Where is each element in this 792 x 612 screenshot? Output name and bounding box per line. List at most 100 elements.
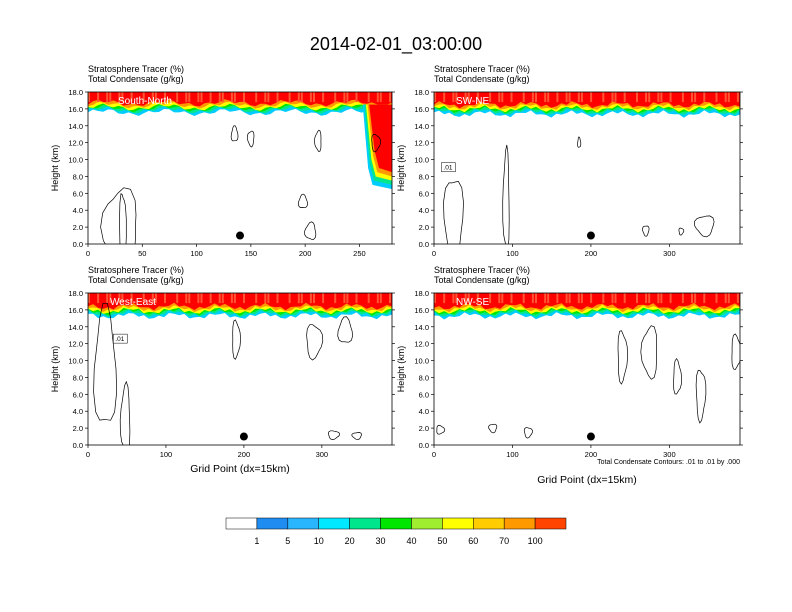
x-tick-label: 0: [432, 249, 436, 258]
tracer-speckle: [434, 293, 436, 304]
tracer-speckle: [531, 92, 534, 103]
tracer-speckle: [580, 293, 583, 304]
y-tick-label: 16.0: [414, 306, 429, 315]
tracer-speckle: [590, 92, 593, 103]
tracer-speckle: [97, 92, 100, 103]
colorbar-swatch: [256, 517, 289, 530]
y-tick-label: 16.0: [414, 105, 429, 114]
tracer-speckle: [669, 293, 672, 304]
condensate-contour: [694, 215, 715, 238]
tracer-speckle: [443, 293, 446, 304]
condensate-contour: [119, 380, 131, 445]
tracer-speckle: [623, 293, 626, 304]
y-tick-label: 18.0: [68, 289, 83, 298]
tracer-speckle: [568, 293, 571, 304]
condensate-contour: [119, 193, 127, 244]
tracer-speckle: [568, 92, 571, 103]
tracer-speckle: [322, 293, 325, 304]
y-tick-label: 10.0: [68, 357, 83, 366]
tracer-speckle: [106, 293, 109, 304]
tracer-speckle: [577, 92, 580, 103]
x-tick-label: 300: [316, 450, 329, 459]
tracer-speckle: [489, 293, 492, 304]
condensate-contour: [327, 430, 340, 440]
y-tick-label: 0.0: [419, 441, 429, 450]
colorbar-swatch: [503, 517, 536, 530]
tracer-speckle: [681, 92, 684, 103]
colorbar-label: 60: [468, 536, 478, 546]
tracer-speckle: [300, 92, 303, 103]
tracer-speckle: [443, 92, 446, 103]
tracer-speckle: [367, 92, 370, 103]
y-tick-label: 2.0: [419, 223, 429, 232]
tracer-label: Stratosphere Tracer (%): [88, 64, 184, 74]
tracer-speckle: [200, 293, 203, 304]
condensate-contour: [100, 187, 137, 244]
tracer-speckle: [118, 293, 121, 304]
y-tick-label: 8.0: [73, 172, 83, 181]
tracer-speckle: [197, 92, 200, 103]
y-tick-label: 8.0: [419, 172, 429, 181]
condensate-contour: [642, 225, 650, 237]
colorbar-swatch: [225, 517, 258, 530]
colorbar-swatch: [287, 517, 319, 530]
tracer-speckle: [660, 92, 663, 103]
tracer-speckle: [715, 293, 718, 304]
y-tick-label: 4.0: [73, 206, 83, 215]
x-tick-label: 100: [160, 450, 173, 459]
tracer-speckle: [300, 293, 303, 304]
tracer-speckle: [703, 293, 706, 304]
tracer-speckle: [703, 92, 706, 103]
x-axis-label: Grid Point (dx=15km): [537, 474, 637, 486]
tracer-speckle: [322, 92, 325, 103]
condensate-contour: [695, 369, 707, 424]
colorbar-swatch: [318, 517, 350, 530]
tracer-speckle: [118, 92, 121, 103]
y-tick-label: 16.0: [68, 306, 83, 315]
tracer-speckle: [565, 293, 568, 304]
colorbar-label: 70: [499, 536, 509, 546]
y-tick-label: 0.0: [73, 240, 83, 249]
tracer-speckle: [185, 293, 188, 304]
colorbar-label: 5: [285, 536, 290, 546]
condensate-contour: [523, 427, 533, 439]
tracer-speckle: [547, 92, 550, 103]
y-tick-label: 12.0: [68, 139, 83, 148]
y-tick-label: 14.0: [414, 323, 429, 332]
tracer-speckle: [636, 92, 638, 103]
location-marker: [586, 432, 595, 441]
colorbar-swatch: [411, 517, 443, 530]
condensate-contour: [351, 432, 362, 440]
colorbar-swatch: [442, 517, 474, 530]
tracer-speckle: [614, 92, 617, 103]
y-tick-label: 6.0: [73, 189, 83, 198]
x-tick-label: 200: [585, 450, 598, 459]
tracer-speckle: [346, 293, 349, 304]
tracer-speckle: [736, 92, 739, 103]
cross-section-name: NW-SE: [456, 297, 489, 308]
panel-sw-ne: SW-NE 0.0 2.0 4.0 6.0 8.0 10.0 12.0 14.0 16.0 18.0…: [396, 64, 743, 258]
tracer-speckle: [109, 293, 112, 304]
tracer-speckle: [154, 293, 157, 304]
contour-note: Total Condensate Contours: .01 to .01 by…: [597, 459, 740, 466]
y-tick-label: 14.0: [68, 122, 83, 131]
tracer-speckle: [233, 92, 236, 103]
y-tick-label: 18.0: [414, 289, 429, 298]
tracer-speckle: [97, 293, 100, 304]
panel-nw-se: NW-SE 0.0 2.0 4.0 6.0 8.0 10.0 12.0 14.0 16.0 18.0…: [396, 265, 743, 486]
tracer-speckle: [264, 92, 267, 103]
tracer-speckle: [334, 92, 337, 103]
tracer-speckle: [590, 293, 593, 304]
plot-frame: [87, 91, 393, 245]
tracer-speckle: [498, 293, 501, 304]
tracer-speckle: [209, 92, 212, 103]
tracer-speckle: [209, 293, 212, 304]
contour-level-box: [441, 162, 456, 172]
tracer-speckle: [657, 92, 660, 103]
condensate-contour: [678, 227, 685, 236]
y-tick-label: 12.0: [414, 340, 429, 349]
tracer-speckle: [434, 92, 436, 103]
condensate-contour: [436, 424, 446, 435]
colorbar-label: 30: [376, 536, 386, 546]
tracer-speckle: [681, 293, 684, 304]
